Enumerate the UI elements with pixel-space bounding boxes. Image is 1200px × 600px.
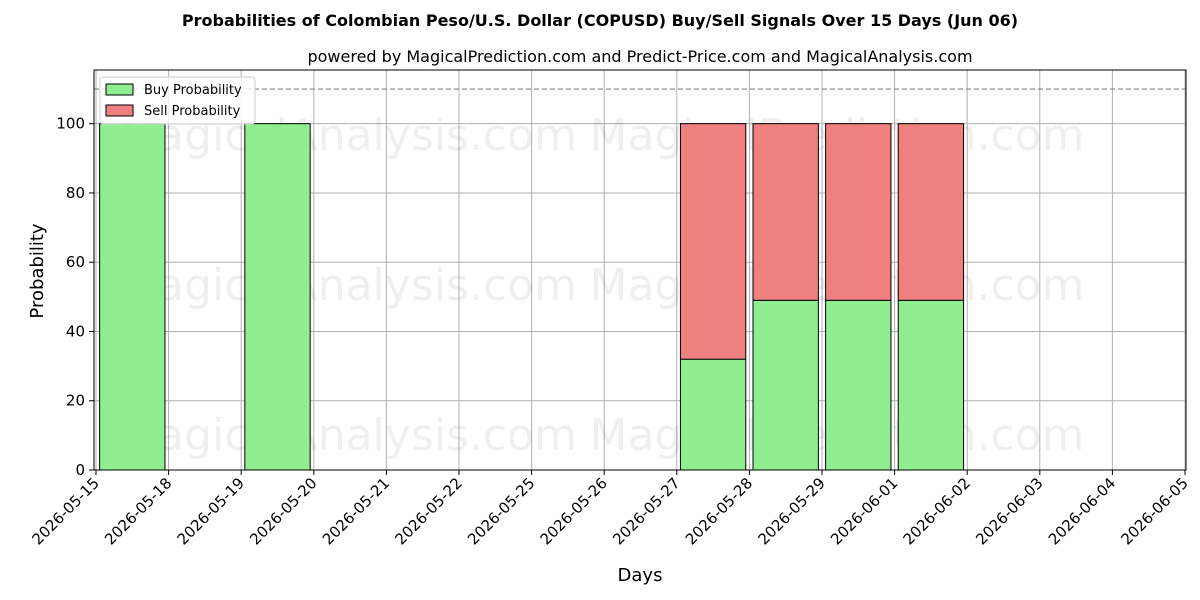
x-tick-label: 2026-05-29 (754, 474, 828, 548)
x-tick-label: 2026-05-21 (319, 474, 393, 548)
x-tick-label: 2026-05-15 (28, 474, 102, 548)
x-tick-label: 2026-05-27 (609, 474, 683, 548)
y-tick-label: 40 (66, 322, 85, 340)
x-tick-label: 2026-05-20 (246, 474, 320, 548)
plot-frame (93, 69, 1187, 471)
chart-subtitle: powered by MagicalPrediction.com and Pre… (307, 47, 972, 66)
y-tick-label: 20 (66, 392, 85, 410)
chart-title: Probabilities of Colombian Peso/U.S. Dol… (182, 11, 1018, 30)
y-tick-label: 80 (66, 184, 85, 202)
buy-bar (679, 358, 747, 471)
legend-swatch-buy (105, 83, 134, 96)
x-axis: 2026-05-152026-05-182026-05-192026-05-20… (28, 470, 1192, 548)
x-tick-label: 2026-05-25 (464, 474, 538, 548)
y-axis-label: Probability (27, 223, 48, 318)
sell-bar (897, 123, 965, 301)
y-tick-label: 0 (75, 461, 85, 479)
buy-bar (897, 299, 965, 471)
buy-bar (99, 123, 166, 471)
x-tick-label: 2026-05-26 (537, 474, 611, 548)
sell-bar (679, 123, 747, 360)
x-tick-label: 2026-06-02 (900, 474, 974, 548)
watermark-text: MagicalAnalysis.com (119, 260, 577, 311)
y-tick-label: 100 (56, 115, 85, 133)
buy-bar (825, 299, 892, 471)
y-axis: 0 20 40 60 80 100 (56, 115, 94, 479)
x-tick-label: 2026-06-03 (972, 474, 1046, 548)
x-tick-label: 2026-05-19 (174, 474, 248, 548)
legend-box (99, 76, 256, 125)
watermark-text: MagicalAnalysis.com (119, 410, 577, 461)
sell-bar (825, 123, 892, 301)
buy-bar (244, 123, 311, 471)
legend: Buy Probability Sell Probability (99, 76, 256, 125)
x-tick-label: 2026-05-18 (101, 474, 175, 548)
y-tick-label: 60 (66, 253, 85, 271)
legend-swatch-sell (105, 104, 134, 117)
legend-label-buy: Buy Probability (144, 83, 242, 98)
sell-bar (752, 123, 819, 301)
bars-layer (99, 123, 965, 471)
legend-label-sell: Sell Probability (144, 104, 241, 119)
x-tick-label: 2026-05-22 (391, 474, 465, 548)
x-tick-label: 2026-06-04 (1045, 474, 1119, 548)
buy-bar (752, 299, 819, 471)
x-tick-label: 2026-06-01 (827, 474, 901, 548)
x-tick-label: 2026-06-05 (1117, 474, 1191, 548)
x-axis-label: Days (618, 565, 663, 586)
x-tick-label: 2026-05-28 (682, 474, 756, 548)
